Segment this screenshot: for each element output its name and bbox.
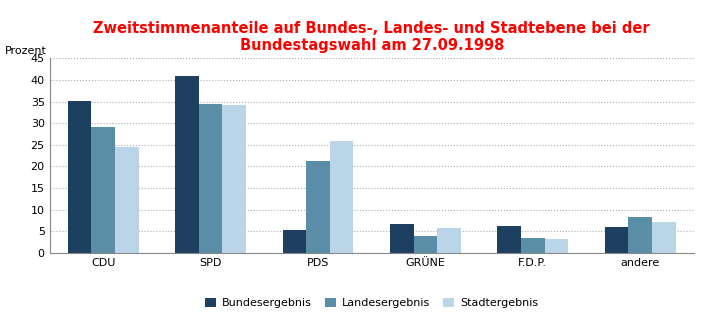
Bar bbox=[282, 230, 306, 253]
Bar bbox=[628, 217, 652, 253]
Bar bbox=[330, 141, 353, 253]
Bar bbox=[438, 228, 461, 253]
Bar bbox=[306, 161, 330, 253]
Bar bbox=[497, 226, 521, 253]
Bar bbox=[605, 227, 628, 253]
Bar bbox=[91, 127, 115, 253]
Legend: Bundesergebnis, Landesergebnis, Stadtergebnis: Bundesergebnis, Landesergebnis, Stadterg… bbox=[201, 293, 542, 313]
Title: Zweitstimmenanteile auf Bundes-, Landes- und Stadtebene bei der
Bundestagswahl a: Zweitstimmenanteile auf Bundes-, Landes-… bbox=[93, 21, 650, 53]
Text: Prozent: Prozent bbox=[4, 46, 46, 56]
Bar bbox=[115, 147, 139, 253]
Bar bbox=[222, 105, 246, 253]
Bar bbox=[521, 237, 544, 253]
Bar bbox=[652, 223, 675, 253]
Bar bbox=[544, 239, 569, 253]
Bar bbox=[175, 76, 199, 253]
Bar bbox=[68, 101, 91, 253]
Bar bbox=[199, 104, 222, 253]
Bar bbox=[413, 236, 438, 253]
Bar bbox=[390, 224, 413, 253]
